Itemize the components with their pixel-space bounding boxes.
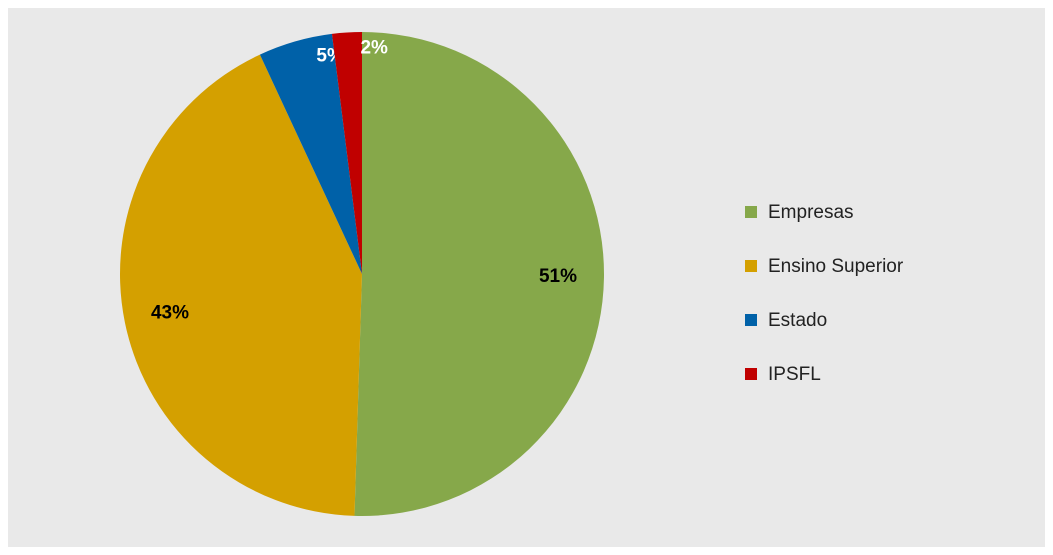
data-label: 43% xyxy=(151,302,189,323)
legend-label: Estado xyxy=(768,310,827,331)
legend-swatch xyxy=(745,314,757,326)
pie-slice xyxy=(259,33,362,274)
data-label: 2% xyxy=(360,38,388,59)
legend-swatch xyxy=(745,206,757,218)
legend-label: IPSFL xyxy=(768,364,821,385)
data-label: 51% xyxy=(539,266,577,287)
pie-slice xyxy=(354,32,605,516)
pie-slice xyxy=(331,32,362,274)
legend-swatch xyxy=(745,368,757,380)
legend-swatch xyxy=(745,260,757,272)
legend-label: Empresas xyxy=(768,202,854,223)
legend-label: Ensino Superior xyxy=(768,256,904,277)
pie-slice xyxy=(120,54,363,516)
